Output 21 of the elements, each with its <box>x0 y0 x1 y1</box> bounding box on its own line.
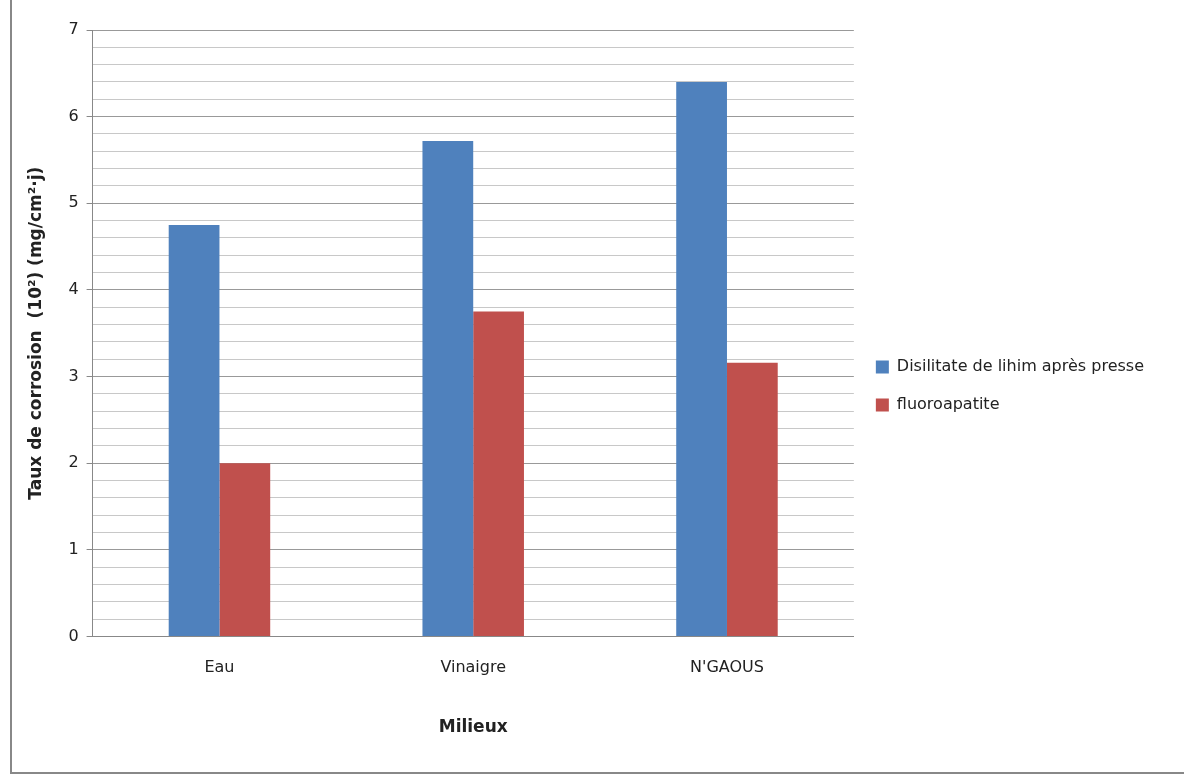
bar <box>676 81 727 636</box>
legend-label: fluoroapatite <box>896 394 1000 414</box>
x-tick-label: N'GAOUS <box>690 657 764 677</box>
y-tick-label: 6 <box>68 105 79 125</box>
bar <box>219 463 271 636</box>
y-tick-label: 4 <box>68 279 79 299</box>
bar <box>726 362 778 636</box>
bar <box>473 311 524 636</box>
bar <box>422 140 474 636</box>
legend-label: Disilitate de lihim après presse <box>896 356 1145 376</box>
y-tick-label: 0 <box>68 625 79 645</box>
y-axis-title: Taux de corrosion (10²) (mg/cm²·j) <box>24 166 45 500</box>
x-tick-label: Vinaigre <box>440 657 507 677</box>
y-tick-label: 5 <box>68 192 79 212</box>
y-tick-label: 3 <box>68 365 79 385</box>
y-tick-label: 7 <box>68 19 79 39</box>
bar <box>168 224 220 636</box>
y-tick-label: 1 <box>68 538 79 558</box>
y-tick-label: 2 <box>68 452 79 472</box>
x-tick-label: Eau <box>204 657 235 677</box>
x-axis-title: Milieux <box>438 716 508 737</box>
